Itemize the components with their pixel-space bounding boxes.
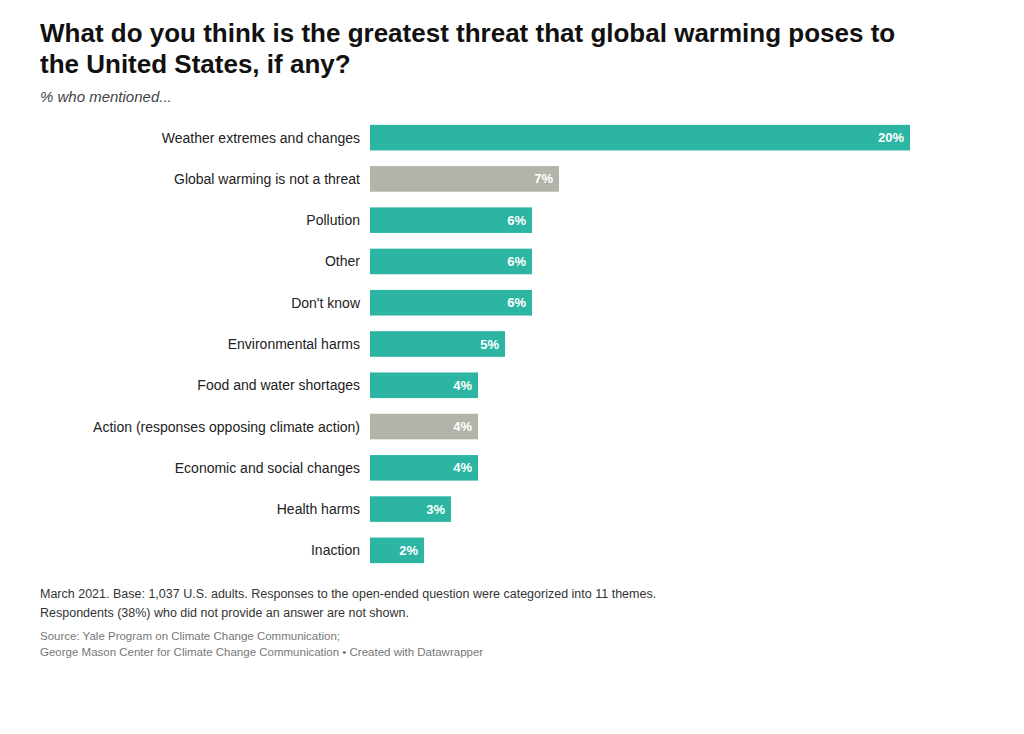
category-label: Global warming is not a threat — [174, 171, 360, 187]
bar — [370, 290, 532, 316]
bar — [370, 414, 478, 440]
title: What do you think is the greatest threat… — [40, 18, 940, 80]
bar — [370, 249, 532, 275]
category-label: Pollution — [306, 213, 360, 229]
bar — [370, 166, 559, 192]
bar — [370, 538, 424, 564]
bar — [370, 332, 505, 358]
bar — [370, 373, 478, 399]
category-label: Inaction — [311, 543, 360, 559]
bar — [370, 125, 910, 151]
data-label: 4% — [453, 461, 472, 476]
data-label: 4% — [453, 378, 472, 393]
category-label: Weather extremes and changes — [162, 130, 360, 146]
notes: March 2021. Base: 1,037 U.S. adults. Res… — [40, 585, 984, 621]
data-label: 4% — [453, 419, 472, 434]
source: Source: Yale Program on Climate Change C… — [40, 628, 984, 644]
category-label: Don't know — [291, 295, 361, 311]
data-label: 7% — [534, 172, 553, 187]
data-label: 20% — [878, 131, 904, 146]
chart: Weather extremes and changes Global warmi… — [40, 109, 984, 579]
data-label: 3% — [426, 502, 445, 517]
bar — [370, 208, 532, 234]
y-tick-labels: Weather extremes and changes Global warmi… — [93, 130, 361, 559]
source: George Mason Center for Climate Change C… — [40, 644, 984, 660]
category-label: Food and water shortages — [197, 378, 360, 394]
data-label: 6% — [507, 213, 526, 228]
category-label: Action (responses opposing climate actio… — [93, 419, 360, 435]
data-label: 2% — [399, 543, 418, 558]
bars — [370, 125, 910, 563]
category-label: Other — [325, 254, 360, 270]
footnote: March 2021. Base: 1,037 U.S. adults. Res… — [40, 585, 984, 603]
data-label: 6% — [507, 254, 526, 269]
subtitle: % who mentioned... — [40, 88, 984, 105]
category-label: Health harms — [277, 501, 360, 517]
category-label: Environmental harms — [228, 336, 360, 352]
data-labels: 20% 7% 6% 6% 6% 5% 4% 4% 4% 3% 2% — [399, 131, 904, 559]
data-label: 5% — [480, 337, 499, 352]
footnote: Respondents (38%) who did not provide an… — [40, 604, 984, 622]
bar — [370, 455, 478, 481]
bar — [370, 497, 451, 523]
data-label: 6% — [507, 296, 526, 311]
category-label: Economic and social changes — [175, 460, 360, 476]
page: What do you think is the greatest threat… — [0, 0, 1024, 734]
sources: Source: Yale Program on Climate Change C… — [40, 628, 984, 660]
